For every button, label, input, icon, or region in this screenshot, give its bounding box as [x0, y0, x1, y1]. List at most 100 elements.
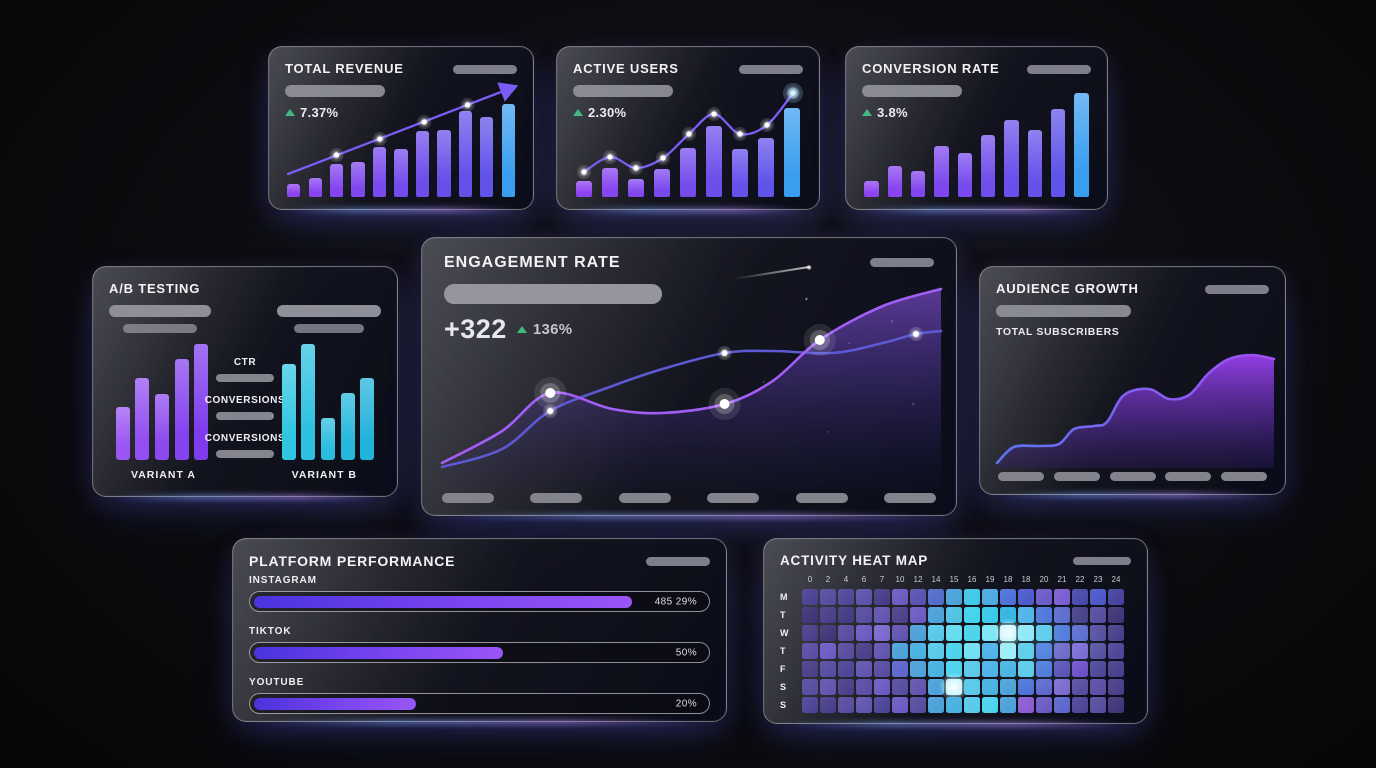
- ab-metric-labels: CTR CONVERSIONS CONVERSIONS: [200, 357, 290, 458]
- bar-slot: [433, 92, 454, 197]
- heatmap-hour-label: 18: [1021, 574, 1031, 584]
- heatmap-cell: [946, 643, 962, 659]
- bar: [679, 147, 697, 197]
- heatmap-cell: [946, 697, 962, 713]
- card-menu-pill[interactable]: [453, 65, 517, 74]
- heatmap-cell: [1072, 661, 1088, 677]
- bar-slot: [883, 92, 906, 197]
- bar: [957, 152, 973, 197]
- bar-slot: [152, 340, 172, 460]
- platform-progress-track: 485 29%: [249, 591, 710, 612]
- bar: [340, 392, 355, 460]
- bar: [627, 179, 645, 197]
- heatmap-cell: [874, 607, 890, 623]
- bar: [360, 378, 375, 460]
- variant-a-label: VARIANT A: [131, 469, 196, 481]
- heatmap-cell: [1018, 589, 1034, 605]
- heatmap-cell: [1036, 589, 1052, 605]
- card-ab-testing: A/B TESTING CTR CONVERSIONS CONVERSIONS …: [92, 266, 398, 497]
- bar-chart: [571, 92, 805, 197]
- heatmap-cell: [838, 607, 854, 623]
- axis-label-placeholder: [618, 493, 671, 503]
- bar: [1004, 120, 1019, 197]
- bar-slot: [191, 340, 211, 460]
- bar: [980, 135, 996, 197]
- bar: [308, 178, 322, 197]
- heatmap-cell: [838, 661, 854, 677]
- heatmap-cell: [964, 643, 980, 659]
- heatmap-cell: [802, 607, 818, 623]
- bar-slot: [498, 92, 519, 197]
- subtitle-placeholder: [285, 85, 385, 97]
- heatmap-hour-label: 16: [967, 574, 977, 584]
- heatmap-cell: [802, 679, 818, 695]
- heatmap-cell: [1054, 625, 1070, 641]
- heatmap-cell: [820, 589, 836, 605]
- bar-slot: [701, 92, 727, 197]
- heatmap-cell: [946, 625, 962, 641]
- bar: [934, 145, 949, 197]
- heatmap-hour-label: 7: [879, 574, 885, 584]
- heatmap-hour-label: 19: [985, 574, 995, 584]
- heatmap-cell: [802, 589, 818, 605]
- heatmap-cell: [820, 607, 836, 623]
- heatmap-cell: [1054, 643, 1070, 659]
- heatmap-cell: [910, 661, 926, 677]
- trend-up-icon: [862, 109, 872, 116]
- heatmap-cell: [982, 607, 998, 623]
- card-platform-performance: PLATFORM PERFORMANCE INSTAGRAM 485 29% TIK…: [232, 538, 727, 722]
- card-menu-pill[interactable]: [1027, 65, 1091, 74]
- heatmap-cell: [1018, 607, 1034, 623]
- bar: [115, 407, 130, 460]
- card-menu-pill[interactable]: [739, 65, 803, 74]
- heatmap-cell: [982, 679, 998, 695]
- heatmap-cell: [802, 643, 818, 659]
- heatmap-cell: [1090, 625, 1106, 641]
- bar: [394, 148, 408, 197]
- heatmap-cell: [1054, 697, 1070, 713]
- heatmap-cell: [802, 661, 818, 677]
- metric-row: +322 136%: [444, 314, 572, 345]
- heatmap-cell: [928, 679, 944, 695]
- heatmap-hour-label: 6: [861, 574, 867, 584]
- metric-placeholder: [216, 450, 274, 458]
- heatmap-cell: [838, 697, 854, 713]
- heatmap-cell: [928, 607, 944, 623]
- heatmap-cell: [1072, 697, 1088, 713]
- heatmap-hour-label: 23: [1093, 574, 1103, 584]
- bar: [154, 394, 169, 460]
- card-menu-pill[interactable]: [870, 258, 934, 267]
- bar-slot: [338, 340, 358, 460]
- text-placeholder: [109, 305, 211, 317]
- card-menu-pill[interactable]: [1073, 557, 1131, 565]
- subtitle-placeholder: [444, 284, 662, 304]
- heatmap-cell: [1000, 679, 1016, 695]
- variant-b-label: VARIANT B: [291, 469, 357, 481]
- heatmap-cell: [1018, 679, 1034, 695]
- platform-value: 20%: [675, 698, 697, 709]
- heatmap-hour-label: 10: [895, 574, 905, 584]
- heatmap-cell: [982, 661, 998, 677]
- bar-chart: [860, 92, 1093, 197]
- heatmap-cell: [838, 625, 854, 641]
- heatmap-cell: [1072, 679, 1088, 695]
- card-menu-pill[interactable]: [1205, 285, 1269, 294]
- bar-slot: [1070, 92, 1093, 197]
- card-menu-pill[interactable]: [646, 557, 710, 566]
- delta-row: 3.8%: [862, 105, 908, 120]
- bar: [887, 165, 903, 197]
- heatmap-cell: [874, 679, 890, 695]
- platform-value: 50%: [675, 647, 697, 658]
- engagement-value: +322: [444, 314, 507, 344]
- heatmap-cell: [982, 643, 998, 659]
- heatmap-cell: [1036, 625, 1052, 641]
- platform-progress-fill: [254, 646, 504, 659]
- heatmap-cell: [874, 643, 890, 659]
- heatmap-cell: [892, 589, 908, 605]
- bar-slot: [597, 92, 623, 197]
- heatmap-cell: [1072, 607, 1088, 623]
- heatmap-cell: [892, 697, 908, 713]
- bar-slot: [326, 92, 347, 197]
- bar-slot: [304, 92, 325, 197]
- heatmap-cell: [1000, 643, 1016, 659]
